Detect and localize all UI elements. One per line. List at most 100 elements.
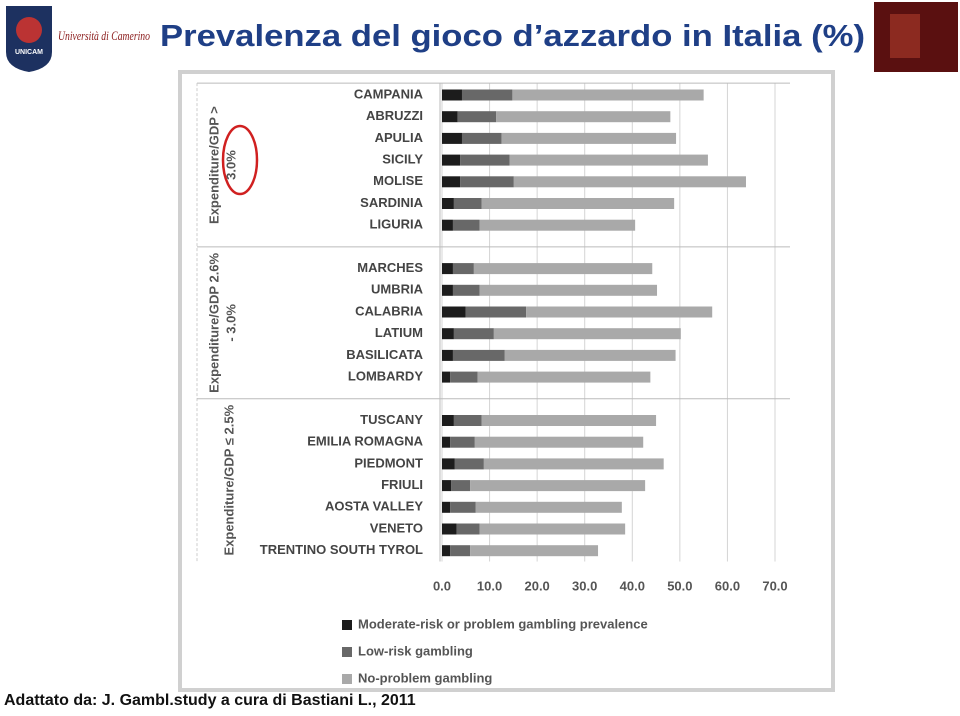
- bar-segment: [442, 132, 462, 144]
- bar-segment: [501, 132, 677, 144]
- bar-segment: [477, 371, 651, 383]
- legend-swatch: [342, 620, 352, 630]
- slide-title: Prevalenza del gioco d’azzardo in Italia…: [160, 18, 865, 53]
- category-label: LIGURIA: [370, 217, 424, 232]
- bar-segment: [460, 154, 510, 166]
- bar-segment: [454, 458, 484, 470]
- bar-segment: [450, 436, 475, 448]
- bar-segment: [475, 501, 622, 513]
- bar-segment: [442, 263, 453, 275]
- x-tick-label: 50.0: [667, 578, 692, 593]
- bar-segment: [442, 480, 452, 492]
- bar-segment: [442, 154, 461, 166]
- legend-label: No-problem gambling: [358, 670, 492, 685]
- category-label: APULIA: [375, 130, 424, 145]
- bar-segment: [442, 349, 453, 361]
- x-tick-label: 20.0: [524, 578, 549, 593]
- bar-segment: [496, 111, 671, 123]
- category-label: MOLISE: [373, 173, 423, 188]
- x-tick-label: 40.0: [620, 578, 645, 593]
- bar-segment: [483, 458, 664, 470]
- x-tick-label: 70.0: [762, 578, 787, 593]
- category-label: SICILY: [382, 152, 423, 167]
- bar-segment: [473, 263, 653, 275]
- bar-segment: [479, 284, 658, 296]
- bar-segment: [461, 89, 513, 101]
- bar-segment: [461, 132, 502, 144]
- x-tick-label: 10.0: [477, 578, 502, 593]
- bar-segment: [451, 480, 471, 492]
- bar-segment: [456, 523, 480, 535]
- bar-segment: [457, 111, 497, 123]
- category-label: MARCHES: [357, 260, 423, 275]
- legend-label: Moderate-risk or problem gambling preval…: [358, 616, 648, 631]
- bar-segment: [442, 176, 461, 188]
- bar-segment: [512, 89, 704, 101]
- bar-segment: [452, 219, 480, 231]
- bar-segment: [460, 176, 514, 188]
- legend-swatch: [342, 647, 352, 657]
- bar-segment: [509, 154, 708, 166]
- category-label: LATIUM: [375, 325, 423, 340]
- category-label: CALABRIA: [355, 303, 423, 318]
- bar-segment: [526, 306, 713, 318]
- source-note: Adattato da: J. Gambl.study a cura di Ba…: [4, 692, 416, 709]
- bar-segment: [442, 458, 455, 470]
- bar-segment: [470, 545, 599, 557]
- bar-segment: [450, 501, 476, 513]
- bar-segment: [442, 198, 454, 209]
- bar-segment: [481, 415, 657, 426]
- bar-segment: [442, 415, 454, 426]
- bar-segment: [452, 263, 474, 275]
- category-label: CAMPANIA: [354, 86, 424, 101]
- bar-segment: [442, 111, 458, 123]
- category-label: TUSCANY: [360, 412, 423, 427]
- group-label: - 3.0%: [223, 304, 238, 342]
- category-label: SARDINIA: [360, 195, 423, 210]
- bar-segment: [479, 219, 636, 231]
- bar-segment: [481, 198, 675, 209]
- bar-segment: [470, 480, 646, 492]
- category-label: AOSTA VALLEY: [325, 499, 423, 514]
- bar-segment: [450, 545, 471, 557]
- logo-text: Università di Camerino: [58, 28, 150, 43]
- category-label: FRIULI: [381, 477, 423, 492]
- bar-segment: [442, 89, 462, 101]
- highlight-ellipse: [221, 124, 259, 196]
- category-label: LOMBARDY: [348, 369, 423, 384]
- category-label: ABRUZZI: [366, 108, 423, 123]
- category-label: PIEDMONT: [354, 455, 423, 470]
- category-label: EMILIA ROMAGNA: [307, 434, 423, 449]
- group-label: Expenditure/GDP 2.6%: [206, 252, 221, 392]
- header-photo-detail: [890, 14, 920, 58]
- logo: UNICAM Università di Camerino: [6, 6, 150, 72]
- x-tick-label: 60.0: [715, 578, 740, 593]
- bar-segment: [493, 328, 681, 340]
- category-label: UMBRIA: [371, 282, 424, 297]
- bar-segment: [442, 436, 451, 448]
- legend-label: Low-risk gambling: [358, 643, 473, 658]
- group-label: 3.0%: [223, 150, 238, 180]
- bar-segment: [452, 284, 480, 296]
- chart: 0.0 10.0 20.0 30.0 40.0 50.0 60.0 70.0 Expenditu…: [196, 82, 790, 685]
- bar-segment: [453, 198, 482, 209]
- bar-segment: [442, 306, 466, 318]
- bar-segment: [442, 284, 453, 296]
- x-tick-label: 0.0: [433, 578, 451, 593]
- bar-segment: [442, 523, 457, 535]
- x-tick-label: 30.0: [572, 578, 597, 593]
- bar-segment: [474, 436, 644, 448]
- bar-segment: [442, 371, 451, 383]
- category-label: BASILICATA: [346, 347, 423, 362]
- logo-emblem: [16, 17, 42, 43]
- bar-segment: [442, 328, 454, 340]
- bar-segment: [479, 523, 626, 535]
- category-label: VENETO: [370, 520, 423, 535]
- bar-segment: [513, 176, 746, 188]
- bar-segment: [442, 545, 451, 557]
- bar-segment: [452, 349, 505, 361]
- logo-short: UNICAM: [15, 49, 43, 56]
- legend-swatch: [342, 674, 352, 684]
- group-label: Expenditure/GDP ≤ 2.5%: [221, 404, 236, 555]
